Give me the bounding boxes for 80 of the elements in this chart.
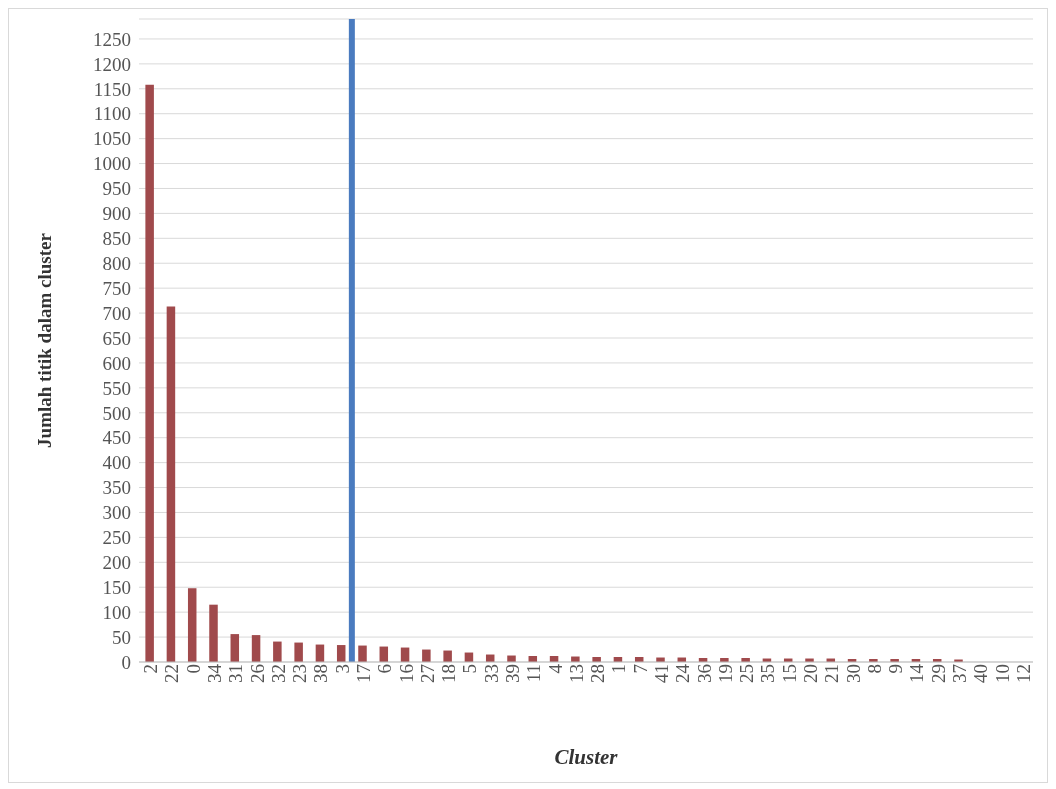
x-tick-label: 7 [629,664,651,674]
y-tick-label: 950 [102,178,131,200]
x-tick-label: 11 [523,664,545,683]
bar [273,641,282,662]
x-axis-title: Cluster [554,745,619,769]
x-tick-label: 4 [544,663,566,674]
x-tick-label: 33 [480,664,502,683]
bar [443,650,452,662]
bar [230,634,240,662]
y-tick-label: 850 [102,228,131,250]
bar [166,306,176,662]
y-tick-label: 350 [102,477,131,499]
bar [209,604,218,662]
bar [358,645,367,662]
x-tick-label: 16 [395,664,417,683]
y-tick-label: 100 [102,601,131,623]
x-tick-label: 15 [778,664,800,683]
x-tick-label: 2 [140,664,162,674]
x-tick-label: 10 [991,664,1013,683]
x-tick-label: 20 [799,664,821,683]
y-tick-label: 1100 [93,103,131,125]
y-tick-label: 1250 [93,28,131,50]
x-tick-label: 5 [459,664,481,674]
x-tick-label: 31 [225,664,247,683]
y-tick-label: 750 [102,277,131,299]
x-tick-label: 18 [438,664,460,683]
y-tick-label: 400 [102,452,131,474]
y-tick-label: 1150 [93,78,131,100]
y-tick-label: 450 [102,427,131,449]
x-tick-label: 14 [906,663,928,683]
y-tick-label: 250 [102,527,131,549]
x-tick-label: 25 [736,664,758,683]
x-tick-label: 0 [182,664,204,674]
x-tick-label: 24 [672,663,694,683]
x-tick-label: 40 [970,664,992,683]
bar [294,642,303,662]
x-tick-label: 19 [714,664,736,683]
y-tick-label: 1200 [93,53,131,75]
x-tick-label: 35 [757,664,779,683]
y-tick-label: 50 [112,626,131,648]
x-tick-label: 12 [1012,664,1034,683]
x-tick-label: 9 [885,664,907,674]
y-tick-label: 550 [102,377,131,399]
x-tick-label: 6 [374,664,396,674]
bar [251,635,261,662]
x-tick-label: 32 [267,664,289,683]
y-axis-title: Jumlah titik dalam cluster [34,232,55,448]
y-tick-label: 200 [102,552,131,574]
x-tick-label: 22 [161,664,183,683]
y-tick-label: 600 [102,352,131,374]
bar [187,588,197,662]
y-tick-label: 500 [102,402,131,424]
bar [422,649,431,662]
x-tick-label: 26 [246,664,268,683]
y-tick-label: 300 [102,502,131,524]
x-tick-label: 13 [565,664,587,683]
x-tick-label: 36 [693,664,715,683]
x-tick-label: 37 [948,664,970,683]
x-tick-label: 1 [608,664,630,674]
x-tick-label: 29 [927,664,949,683]
x-tick-label: 27 [416,664,438,683]
y-tick-label: 150 [102,576,131,598]
bar [145,84,154,662]
x-tick-label: 21 [821,664,843,683]
x-tick-label: 3 [331,664,353,674]
y-tick-label: 700 [102,302,131,324]
x-tick-label: 17 [352,664,374,683]
x-tick-label: 34 [203,663,225,683]
x-tick-label: 23 [289,664,311,683]
y-tick-label: 1050 [93,128,131,150]
x-tick-label: 39 [501,664,523,683]
x-tick-label: 41 [650,664,672,683]
y-tick-label: 900 [102,203,131,225]
y-tick-label: 650 [102,327,131,349]
x-tick-label: 8 [863,664,885,674]
x-tick-label: 38 [310,664,332,683]
y-tick-label: 1000 [93,153,131,175]
y-tick-label: 800 [102,252,131,274]
x-tick-label: 30 [842,664,864,683]
x-tick-label: 28 [587,664,609,683]
